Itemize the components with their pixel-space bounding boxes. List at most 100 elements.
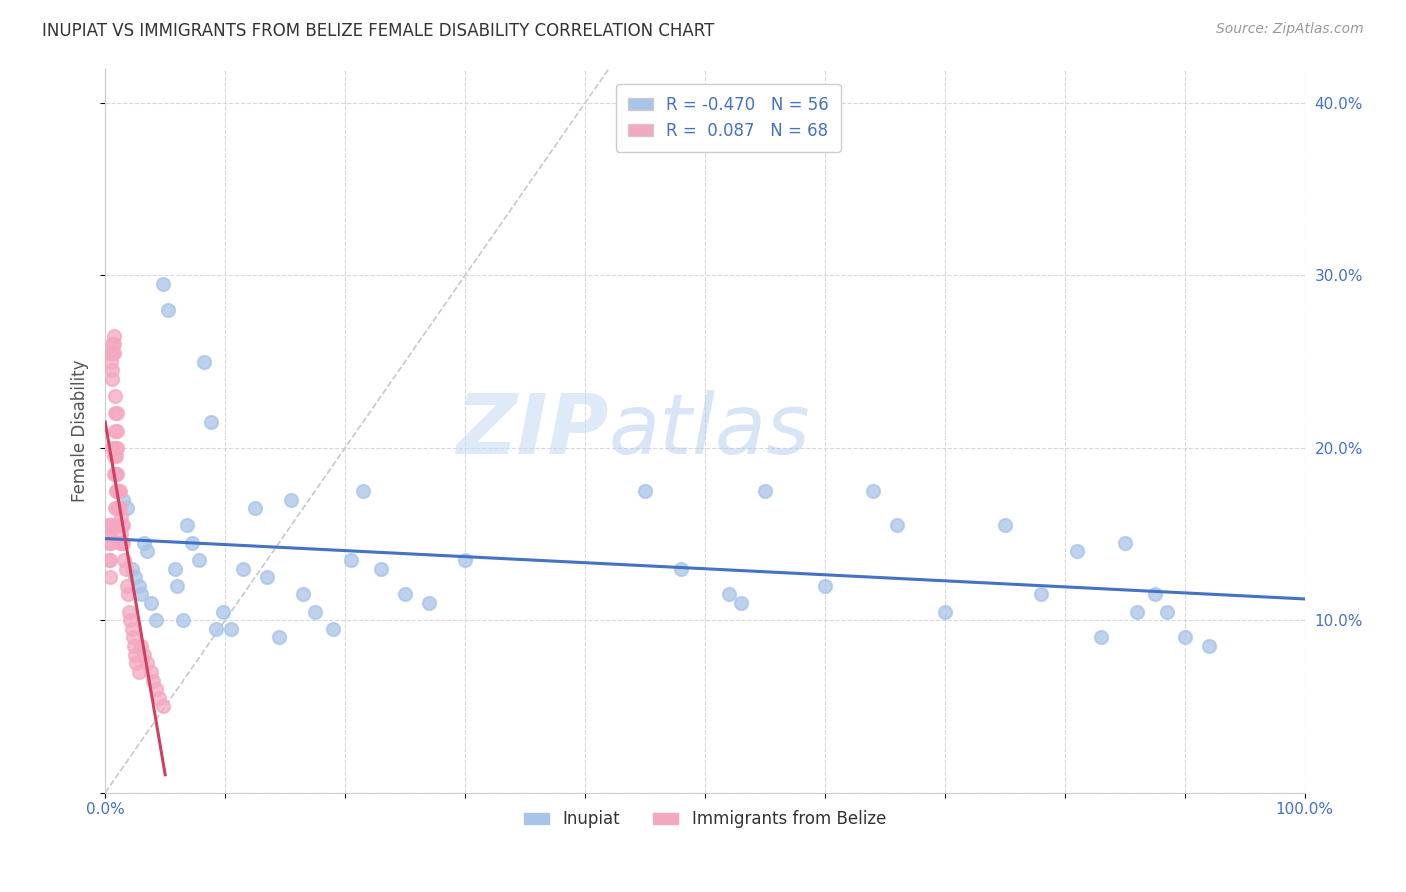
Point [156,302,179,317]
Point [1029,587,1052,601]
Point [112,553,135,567]
Point [117,587,139,601]
Point [163,561,186,575]
Point [128,665,150,679]
Point [180,535,202,549]
Point [292,587,315,601]
Point [97,527,120,541]
Text: atlas: atlas [609,390,811,471]
Point [128,579,150,593]
Text: INUPIAT VS IMMIGRANTS FROM BELIZE FEMALE DISABILITY CORRELATION CHART: INUPIAT VS IMMIGRANTS FROM BELIZE FEMALE… [42,22,714,40]
Point [105,501,128,516]
Point [129,639,152,653]
Point [1090,631,1112,645]
Point [454,553,477,567]
Point [340,553,363,567]
Point [669,561,692,575]
Point [730,596,752,610]
Point [101,372,124,386]
Point [204,622,226,636]
Point [98,553,121,567]
Point [1066,544,1088,558]
Point [104,424,127,438]
Point [634,483,657,498]
Text: ZIP: ZIP [457,390,609,471]
Point [886,518,908,533]
Point [103,328,125,343]
Point [105,483,128,498]
Point [754,483,776,498]
Point [98,570,121,584]
Point [145,613,167,627]
Point [110,509,132,524]
Point [152,699,174,714]
Point [1114,535,1136,549]
Legend: Inupiat, Immigrants from Belize: Inupiat, Immigrants from Belize [517,804,893,835]
Point [100,518,122,533]
Text: Source: ZipAtlas.com: Source: ZipAtlas.com [1216,22,1364,37]
Point [994,518,1017,533]
Point [97,553,120,567]
Point [101,337,124,351]
Point [105,467,128,481]
Point [145,682,167,697]
Point [97,518,120,533]
Point [193,354,215,368]
Point [200,415,222,429]
Point [105,450,128,464]
Point [104,389,127,403]
Point [418,596,440,610]
Point [1156,605,1178,619]
Point [187,553,209,567]
Point [103,467,125,481]
Point [124,648,146,662]
Point [304,605,326,619]
Point [132,648,155,662]
Point [1143,587,1166,601]
Point [243,501,266,516]
Point [136,657,159,671]
Point [103,337,125,351]
Point [104,501,127,516]
Point [111,535,134,549]
Point [352,483,374,498]
Point [139,665,162,679]
Point [269,631,291,645]
Point [176,518,198,533]
Point [107,501,129,516]
Point [103,450,125,464]
Point [100,535,122,549]
Point [105,441,128,455]
Point [124,570,146,584]
Point [322,622,344,636]
Point [100,354,122,368]
Point [172,613,194,627]
Point [120,613,142,627]
Point [115,579,138,593]
Point [1174,631,1197,645]
Point [98,527,121,541]
Point [108,483,131,498]
Point [107,518,129,533]
Y-axis label: Female Disability: Female Disability [72,359,89,502]
Point [166,579,188,593]
Point [136,544,159,558]
Point [121,631,143,645]
Point [111,518,134,533]
Point [211,605,233,619]
Point [132,535,155,549]
Point [108,535,131,549]
Point [121,622,143,636]
Point [105,406,128,420]
Point [148,690,170,705]
Point [100,346,122,360]
Point [108,501,131,516]
Point [107,483,129,498]
Point [232,561,254,575]
Point [105,467,128,481]
Point [105,424,128,438]
Point [934,605,956,619]
Point [129,587,152,601]
Point [114,561,136,575]
Point [122,639,145,653]
